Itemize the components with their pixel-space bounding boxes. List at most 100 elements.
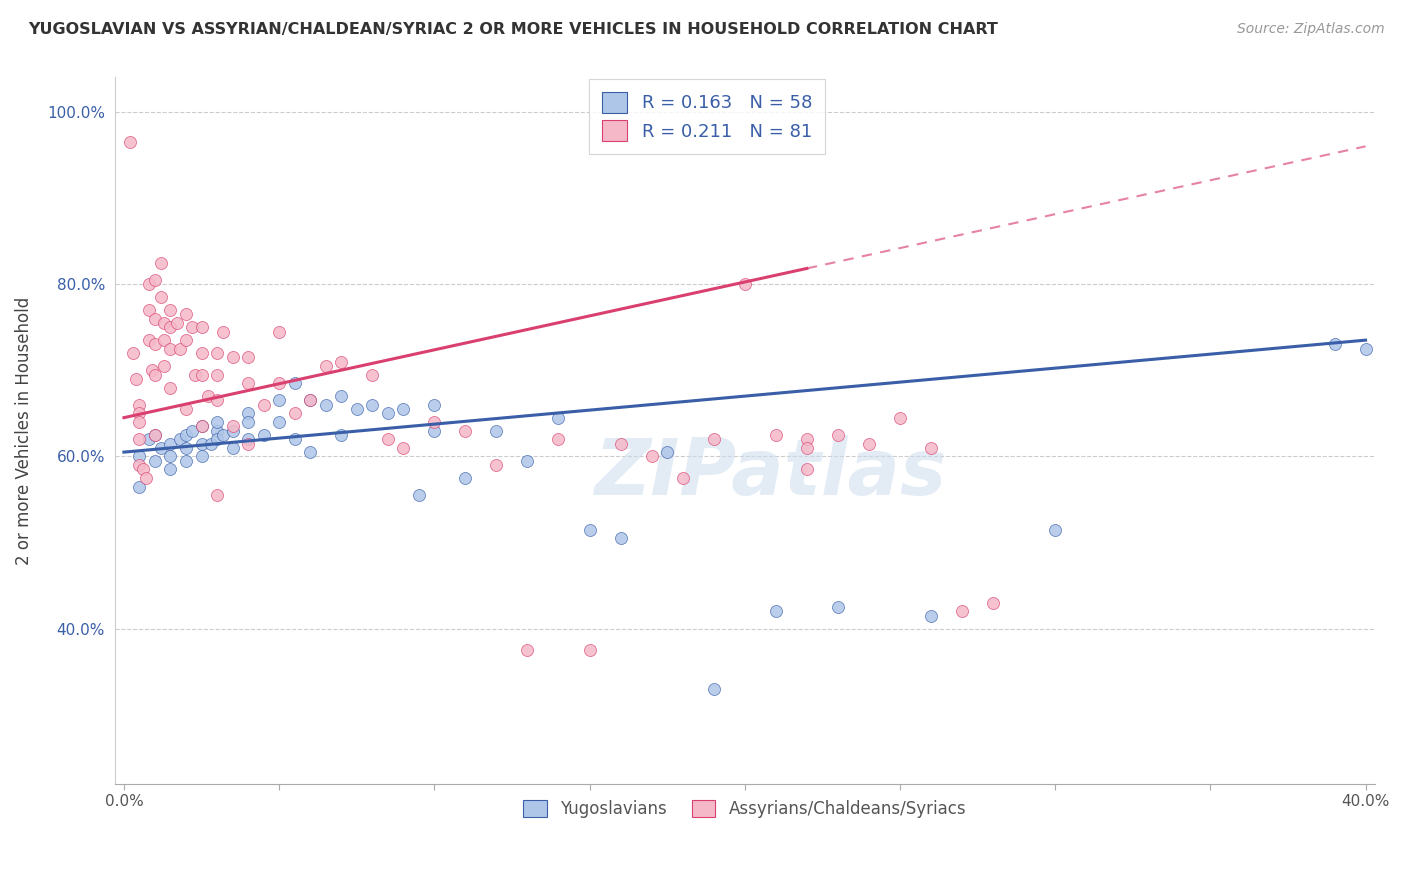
Point [252, 398, 274, 412]
Point [765, 605, 787, 619]
Point [796, 462, 818, 476]
Point [454, 471, 477, 485]
Point [236, 406, 259, 420]
Point [181, 320, 204, 334]
Point [169, 432, 191, 446]
Point [1323, 337, 1346, 351]
Point [135, 471, 157, 485]
Point [205, 415, 228, 429]
Point [361, 398, 384, 412]
Point [128, 458, 150, 472]
Point [221, 419, 243, 434]
Point [190, 450, 212, 464]
Point [153, 359, 176, 373]
Point [128, 406, 150, 420]
Point [153, 333, 176, 347]
Text: ZIPatlas: ZIPatlas [593, 435, 946, 511]
Point [516, 643, 538, 657]
Point [408, 488, 430, 502]
Point [128, 398, 150, 412]
Point [315, 359, 337, 373]
Point [330, 354, 353, 368]
Point [138, 333, 160, 347]
Point [143, 273, 166, 287]
Point [578, 523, 600, 537]
Point [143, 368, 166, 382]
Point [703, 681, 725, 696]
Point [672, 471, 695, 485]
Point [950, 605, 973, 619]
Point [141, 363, 163, 377]
Point [346, 402, 368, 417]
Point [190, 320, 212, 334]
Point [184, 368, 207, 382]
Point [153, 316, 176, 330]
Point [547, 410, 569, 425]
Point [889, 410, 911, 425]
Point [703, 432, 725, 446]
Point [159, 303, 181, 318]
Point [190, 346, 212, 360]
Point [221, 351, 243, 365]
Point [547, 432, 569, 446]
Point [221, 424, 243, 438]
Point [159, 342, 181, 356]
Point [125, 372, 148, 386]
Point [190, 368, 212, 382]
Point [128, 432, 150, 446]
Point [827, 600, 849, 615]
Point [640, 450, 662, 464]
Point [150, 441, 173, 455]
Point [143, 337, 166, 351]
Point [212, 428, 235, 442]
Point [143, 428, 166, 442]
Point [981, 596, 1004, 610]
Point [655, 445, 678, 459]
Point [138, 432, 160, 446]
Point [315, 398, 337, 412]
Point [330, 428, 353, 442]
Point [269, 393, 291, 408]
Point [920, 441, 942, 455]
Point [159, 450, 181, 464]
Point [166, 316, 188, 330]
Point [212, 325, 235, 339]
Point [485, 424, 508, 438]
Point [236, 415, 259, 429]
Point [236, 436, 259, 450]
Point [269, 415, 291, 429]
Point [128, 479, 150, 493]
Point [454, 424, 477, 438]
Point [392, 441, 415, 455]
Point [131, 462, 153, 476]
Point [174, 454, 197, 468]
Point [423, 398, 446, 412]
Point [143, 428, 166, 442]
Point [205, 488, 228, 502]
Point [236, 376, 259, 391]
Point [269, 376, 291, 391]
Point [205, 393, 228, 408]
Point [174, 402, 197, 417]
Point [516, 454, 538, 468]
Point [150, 290, 173, 304]
Point [205, 368, 228, 382]
Point [796, 441, 818, 455]
Point [858, 436, 880, 450]
Point [330, 389, 353, 403]
Point [190, 436, 212, 450]
Point [143, 454, 166, 468]
Point [423, 415, 446, 429]
Point [1354, 342, 1376, 356]
Point [796, 432, 818, 446]
Point [392, 402, 415, 417]
Point [190, 419, 212, 434]
Point [174, 428, 197, 442]
Point [827, 428, 849, 442]
Point [377, 406, 399, 420]
Point [128, 415, 150, 429]
Point [1043, 523, 1066, 537]
Point [174, 307, 197, 321]
Point [236, 351, 259, 365]
Point [221, 441, 243, 455]
